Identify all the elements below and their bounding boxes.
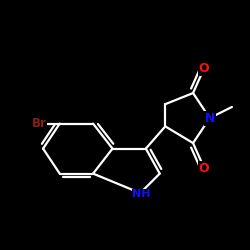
Text: N: N bbox=[204, 112, 215, 124]
Text: NH: NH bbox=[132, 190, 151, 200]
Text: O: O bbox=[199, 162, 209, 174]
Text: Br: Br bbox=[32, 117, 46, 130]
Text: O: O bbox=[199, 62, 209, 74]
